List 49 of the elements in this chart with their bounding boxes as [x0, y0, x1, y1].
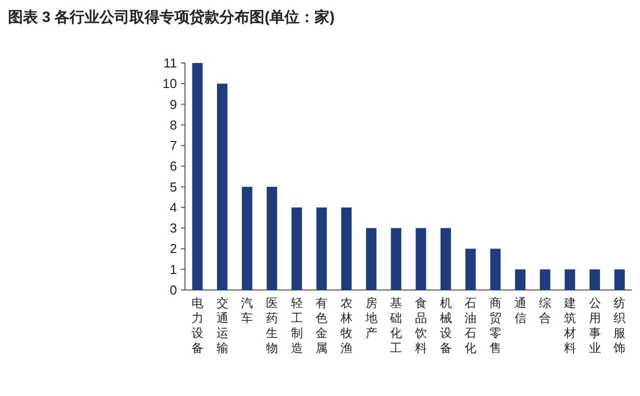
y-tick-label: 2: [170, 241, 177, 256]
bar: [390, 228, 402, 290]
x-tick-label: 交通运输: [216, 296, 228, 355]
x-tick-label: 医药生物: [266, 296, 278, 355]
x-tick-label: 通信: [514, 296, 526, 325]
x-tick-label: 食品饮料: [414, 296, 427, 355]
bar: [242, 186, 252, 290]
x-tick-label: 汽车: [241, 296, 254, 325]
y-tick-label: 5: [170, 179, 177, 194]
bar: [217, 84, 228, 290]
y-tick-label: 4: [170, 200, 177, 215]
y-tick-label: 11: [164, 56, 177, 70]
y-tick-label: 7: [170, 138, 177, 154]
x-tick-label: 商贸零售: [489, 296, 502, 355]
y-tick-label: 1: [170, 262, 177, 277]
bar: [564, 269, 576, 290]
x-tick-label: 基础化工: [389, 296, 402, 355]
x-tick-label: 农林牧渔: [339, 296, 352, 355]
y-tick-label: 8: [170, 117, 177, 132]
bar: [266, 186, 278, 290]
bar: [316, 207, 327, 290]
x-tick-label: 房地产: [364, 296, 378, 340]
bar: [366, 228, 376, 290]
bar: [341, 207, 352, 290]
bar: [614, 269, 625, 290]
y-tick-label: 9: [170, 96, 177, 112]
x-tick-label: 公用事业: [588, 296, 601, 355]
bar: [292, 207, 302, 290]
y-tick-label: 10: [162, 76, 177, 92]
x-tick-label: 石油石化: [464, 296, 477, 355]
x-tick-label: 建筑材料: [562, 296, 576, 355]
bar: [515, 269, 526, 290]
bar: [540, 269, 550, 290]
y-tick-label: 3: [170, 220, 177, 236]
bar: [490, 248, 501, 290]
bar: [465, 248, 476, 290]
chart-title: 图表 3 各行业公司取得专项贷款分布图(单位：家): [8, 8, 335, 26]
x-tick-label: 有色金属: [316, 296, 328, 355]
x-tick-label: 轻工制造: [290, 296, 303, 355]
y-tick-label: 6: [170, 158, 177, 174]
x-tick-label: 纺织服饰: [612, 296, 626, 355]
bar: [192, 63, 203, 290]
x-tick-label: 电力设备: [191, 296, 204, 355]
y-tick-label: 0: [170, 282, 177, 298]
bar: [416, 228, 426, 290]
x-tick-label: 机械设备: [440, 296, 452, 355]
x-tick-label: 综合: [539, 296, 552, 325]
bar: [590, 269, 600, 290]
bar: [440, 228, 451, 290]
